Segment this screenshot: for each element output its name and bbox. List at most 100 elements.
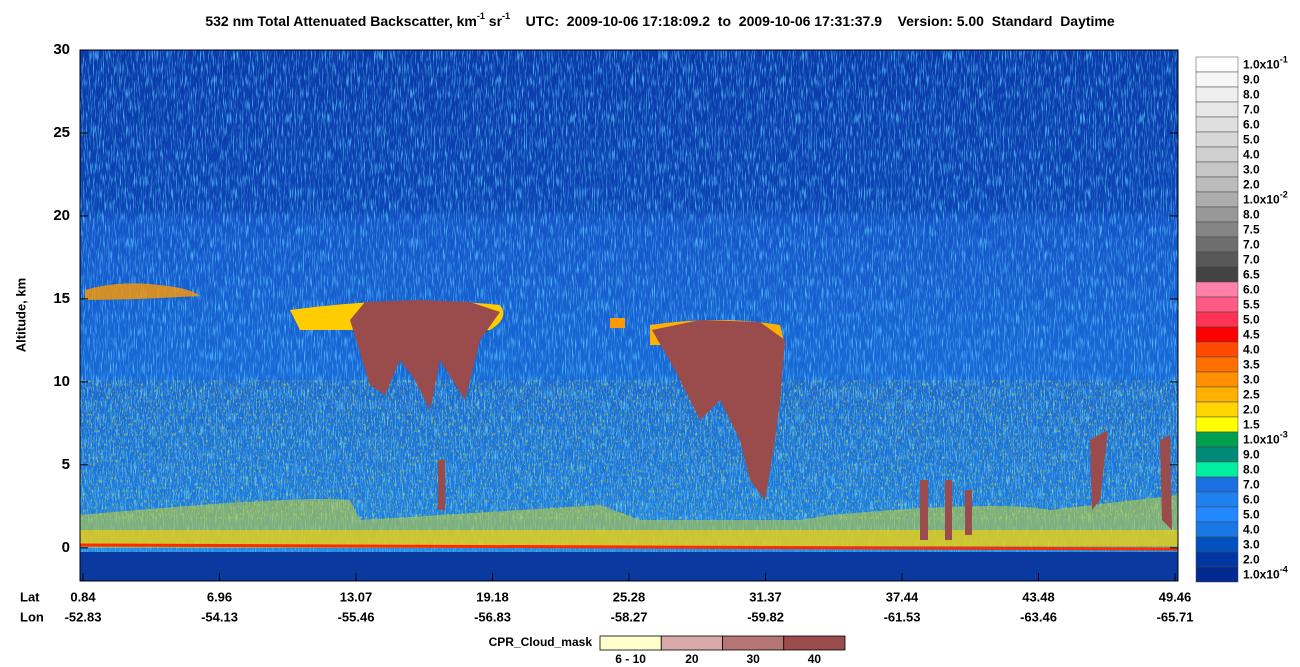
colorbar-label-text: 2.5 — [1243, 388, 1260, 402]
colorbar-label: 7.0 — [1243, 238, 1260, 252]
lat-label: 37.44 — [886, 589, 919, 604]
colorbar-cell — [1195, 311, 1239, 328]
y-tick-label: 10 — [53, 373, 70, 390]
colorbar-label-sup: -4 — [1280, 565, 1288, 575]
colorbar-label: 1.0x10-1 — [1243, 55, 1288, 72]
colorbar-cell — [1195, 536, 1239, 553]
colorbar-cell — [1195, 491, 1239, 508]
cloud-mask-swatch — [660, 635, 723, 651]
colorbar-label: 3.0 — [1243, 538, 1260, 552]
lat-label: 49.46 — [1159, 589, 1192, 604]
colorbar-cell — [1195, 206, 1239, 223]
colorbar-cell — [1195, 161, 1239, 178]
y-tick-label: 15 — [53, 290, 70, 307]
colorbar-cell — [1195, 401, 1239, 418]
colorbar-label: 3.0 — [1243, 373, 1260, 387]
colorbar-cell — [1195, 551, 1239, 568]
colorbar-label: 1.5 — [1243, 418, 1260, 432]
colorbar-label-text: 7.0 — [1243, 478, 1260, 492]
colorbar-label-text: 4.0 — [1243, 523, 1260, 537]
colorbar-cell — [1195, 221, 1239, 238]
colorbar-label: 2.0 — [1243, 553, 1260, 567]
colorbar-label: 8.0 — [1243, 463, 1260, 477]
colorbar-label: 5.0 — [1243, 508, 1260, 522]
title-part: sr — [485, 13, 503, 29]
colorbar-label: 5.0 — [1243, 313, 1260, 327]
colorbar-label: 5.5 — [1243, 298, 1260, 312]
colorbar-label: 9.0 — [1243, 73, 1260, 87]
colorbar-label-text: 5.0 — [1243, 313, 1260, 327]
lon-label: -58.27 — [611, 609, 648, 624]
colorbar-cell — [1195, 281, 1239, 298]
lat-label: 13.07 — [340, 589, 373, 604]
colorbar-label-text: 1.0x10 — [1243, 58, 1280, 72]
colorbar-cell — [1195, 521, 1239, 538]
cloud-mask-label: 6 - 10 — [615, 652, 646, 666]
cloud-mask-swatch — [783, 635, 846, 651]
colorbar-label-text: 8.0 — [1243, 463, 1260, 477]
colorbar-label-sup: -1 — [1280, 55, 1288, 65]
colorbar-label-text: 5.5 — [1243, 298, 1260, 312]
y-tick-label: 5 — [62, 456, 70, 473]
backscatter-field — [80, 50, 1178, 581]
title-part: -1 — [477, 11, 485, 21]
colorbar-cell — [1195, 86, 1239, 103]
colorbar-cell — [1195, 56, 1239, 73]
colorbar-label-text: 2.0 — [1243, 403, 1260, 417]
colorbar-label: 3.5 — [1243, 358, 1260, 372]
colorbar-label: 7.5 — [1243, 223, 1260, 237]
colorbar-cell — [1195, 356, 1239, 373]
colorbar-label-text: 1.0x10 — [1243, 433, 1280, 447]
colorbar-label: 5.0 — [1243, 133, 1260, 147]
colorbar-label-text: 2.0 — [1243, 553, 1260, 567]
colorbar-label-text: 2.0 — [1243, 178, 1260, 192]
colorbar-cell — [1195, 116, 1239, 133]
colorbar-label-text: 4.0 — [1243, 343, 1260, 357]
y-tick-label: 25 — [53, 124, 70, 141]
colorbar-label-text: 7.0 — [1243, 238, 1260, 252]
colorbar-label: 1.0x10-3 — [1243, 430, 1288, 447]
colorbar-cell — [1195, 236, 1239, 253]
cloud-mask-swatch — [599, 635, 662, 651]
colorbar-label-text: 8.0 — [1243, 208, 1260, 222]
colorbar-cell — [1195, 176, 1239, 193]
colorbar-label-text: 6.0 — [1243, 493, 1260, 507]
colorbar-label: 4.0 — [1243, 148, 1260, 162]
colorbar-label-text: 5.0 — [1243, 133, 1260, 147]
colorbar-label-text: 1.5 — [1243, 418, 1260, 432]
lon-label: -61.53 — [884, 609, 921, 624]
lon-label: -63.46 — [1020, 609, 1057, 624]
colorbar-label: 8.0 — [1243, 208, 1260, 222]
colorbar-label-text: 4.0 — [1243, 148, 1260, 162]
colorbar-cell — [1195, 386, 1239, 403]
colorbar-cell — [1195, 506, 1239, 523]
colorbar-cell — [1195, 296, 1239, 313]
colorbar-label-sup: -2 — [1280, 190, 1288, 200]
colorbar-cell — [1195, 71, 1239, 88]
colorbar-cell — [1195, 566, 1239, 583]
colorbar-label-text: 3.0 — [1243, 163, 1260, 177]
lon-label: -52.83 — [65, 609, 102, 624]
lon-label: -54.13 — [201, 609, 238, 624]
lat-label: 0.84 — [70, 589, 96, 604]
colorbar-label-text: 6.0 — [1243, 118, 1260, 132]
y-tick-label: 20 — [53, 207, 70, 224]
colorbar-cell — [1195, 266, 1239, 283]
colorbar-label-text: 6.0 — [1243, 283, 1260, 297]
colorbar-label: 2.0 — [1243, 403, 1260, 417]
colorbar-cell — [1195, 446, 1239, 463]
colorbar-label: 7.0 — [1243, 478, 1260, 492]
cloud-mask-title: CPR_Cloud_mask — [489, 635, 593, 649]
lat-label: 43.48 — [1022, 589, 1055, 604]
colorbar-label-text: 8.0 — [1243, 88, 1260, 102]
lat-label: 25.28 — [613, 589, 646, 604]
cloud-mask-label: 40 — [808, 652, 822, 666]
colorbar-cell — [1195, 251, 1239, 268]
colorbar-label: 6.5 — [1243, 268, 1260, 282]
colorbar-label-text: 1.0x10 — [1243, 568, 1280, 582]
colorbar-cell — [1195, 131, 1239, 148]
colorbar-label-sup: -3 — [1280, 430, 1288, 440]
colorbar-label: 7.0 — [1243, 103, 1260, 117]
colorbar-label-text: 6.5 — [1243, 268, 1260, 282]
colorbar-label: 8.0 — [1243, 88, 1260, 102]
